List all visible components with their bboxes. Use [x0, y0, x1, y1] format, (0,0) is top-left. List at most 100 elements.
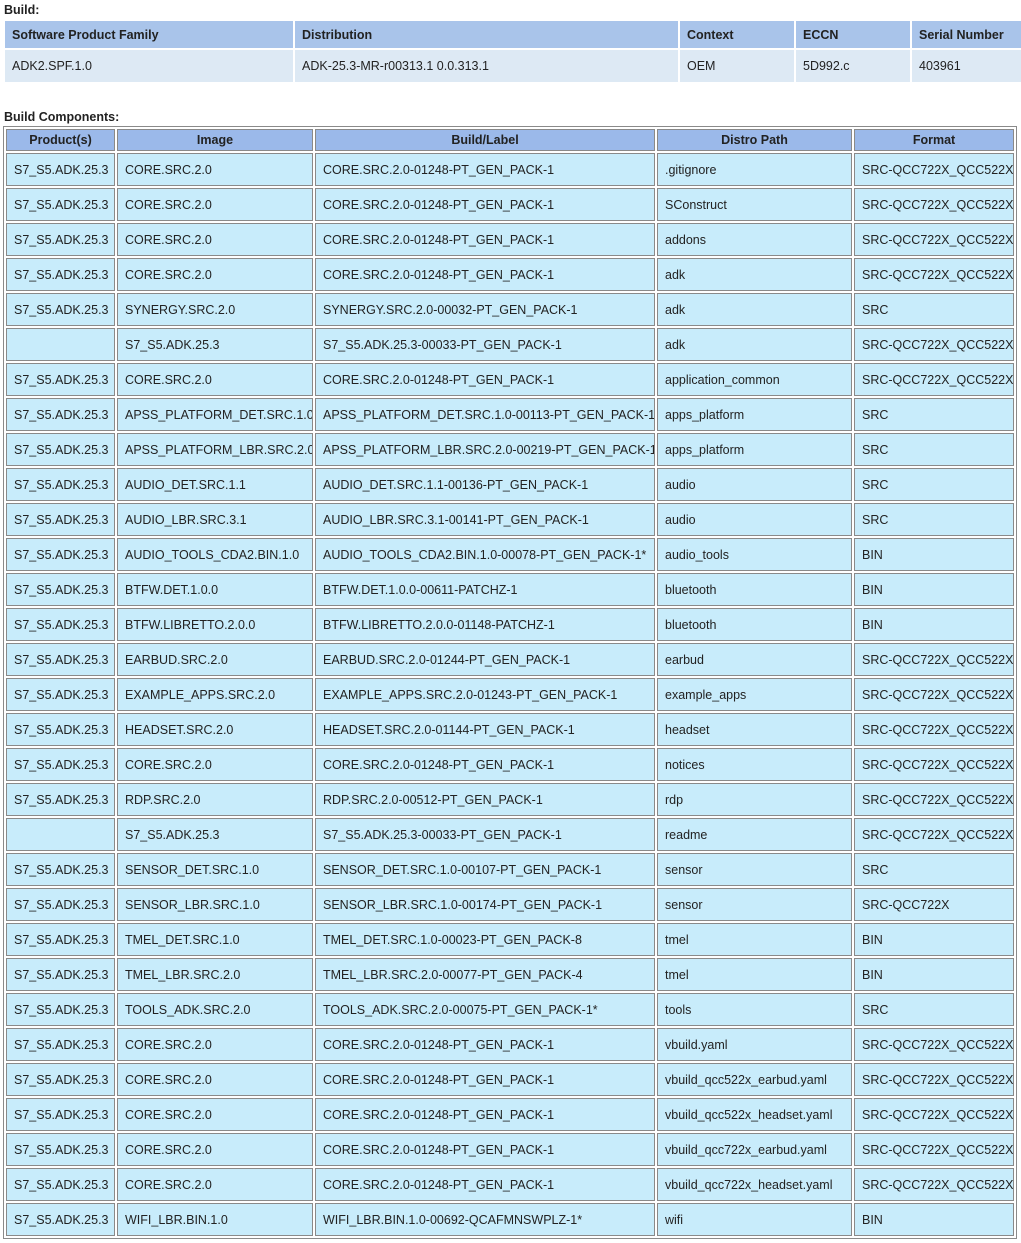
cell — [6, 328, 115, 361]
cell: vbuild_qcc722x_earbud.yaml — [657, 1133, 852, 1166]
cell: SRC-QCC722X_QCC522X — [854, 643, 1014, 676]
cell: CORE.SRC.2.0 — [117, 1133, 313, 1166]
cell: S7_S5.ADK.25.3 — [6, 1028, 115, 1061]
cell: addons — [657, 223, 852, 256]
cell: S7_S5.ADK.25.3 — [6, 573, 115, 606]
cell: S7_S5.ADK.25.3 — [6, 538, 115, 571]
cell: SENSOR_LBR.SRC.1.0 — [117, 888, 313, 921]
cell: tmel — [657, 923, 852, 956]
cell: CORE.SRC.2.0-01248-PT_GEN_PACK-1 — [315, 258, 655, 291]
cell: CORE.SRC.2.0-01248-PT_GEN_PACK-1 — [315, 1133, 655, 1166]
data-row: S7_S5.ADK.25.3 CORE.SRC.2.0 CORE.SRC.2.0-0… — [6, 1168, 1014, 1201]
cell: SConstruct — [657, 188, 852, 221]
cell: S7_S5.ADK.25.3 — [6, 188, 115, 221]
cell: SRC — [854, 993, 1014, 1026]
cell: 5D992.c — [796, 50, 910, 82]
cell: SRC-QCC722X_QCC522X — [854, 363, 1014, 396]
data-row: S7_S5.ADK.25.3 APSS_PLATFORM_DET.SRC.1.0 A… — [6, 398, 1014, 431]
data-row: S7_S5.ADK.25.3 EXAMPLE_APPS.SRC.2.0 EXAMPL… — [6, 678, 1014, 711]
cell: AUDIO_DET.SRC.1.1-00136-PT_GEN_PACK-1 — [315, 468, 655, 501]
cell: TMEL_LBR.SRC.2.0 — [117, 958, 313, 991]
cell: ADK2.SPF.1.0 — [5, 50, 293, 82]
data-row: S7_S5.ADK.25.3 SENSOR_DET.SRC.1.0 SENSOR_D… — [6, 853, 1014, 886]
data-row: S7_S5.ADK.25.3 CORE.SRC.2.0 CORE.SRC.2.0-0… — [6, 748, 1014, 781]
cell: TMEL_DET.SRC.1.0 — [117, 923, 313, 956]
cell: headset — [657, 713, 852, 746]
data-row: S7_S5.ADK.25.3 CORE.SRC.2.0 CORE.SRC.2.0-0… — [6, 188, 1014, 221]
cell: SRC — [854, 468, 1014, 501]
data-row: S7_S5.ADK.25.3 CORE.SRC.2.0 CORE.SRC.2.0-0… — [6, 1133, 1014, 1166]
cell: S7_S5.ADK.25.3 — [117, 818, 313, 851]
cell: BIN — [854, 573, 1014, 606]
cell: RDP.SRC.2.0 — [117, 783, 313, 816]
cell: bluetooth — [657, 573, 852, 606]
cell: ADK-25.3-MR-r00313.1 0.0.313.1 — [295, 50, 678, 82]
cell: SRC-QCC722X_QCC522X — [854, 1098, 1014, 1131]
section-label: Build Components: — [4, 110, 120, 124]
header-cell: Product(s) — [6, 129, 115, 151]
cell: earbud — [657, 643, 852, 676]
cell: SENSOR_DET.SRC.1.0 — [117, 853, 313, 886]
cell: SRC — [854, 398, 1014, 431]
cell: SRC — [854, 503, 1014, 536]
header-row: Product(s) Image Build/Label Distro Path For… — [6, 129, 1014, 151]
cell: audio_tools — [657, 538, 852, 571]
header-row: Software Product Family Distribution Conte… — [5, 21, 1021, 50]
cell: APSS_PLATFORM_DET.SRC.1.0 — [117, 398, 313, 431]
cell: BTFW.DET.1.0.0 — [117, 573, 313, 606]
cell: EXAMPLE_APPS.SRC.2.0 — [117, 678, 313, 711]
cell: S7_S5.ADK.25.3 — [6, 1203, 115, 1236]
cell: 403961 — [912, 50, 1021, 82]
cell: BIN — [854, 538, 1014, 571]
cell: TOOLS_ADK.SRC.2.0 — [117, 993, 313, 1026]
components-table: Product(s) Image Build/Label Distro Path For… — [3, 126, 1017, 1239]
cell: SRC-QCC722X_QCC522X — [854, 223, 1014, 256]
cell: S7_S5.ADK.25.3 — [6, 993, 115, 1026]
data-row: S7_S5.ADK.25.3 AUDIO_LBR.SRC.3.1 AUDIO_LBR… — [6, 503, 1014, 536]
cell: AUDIO_TOOLS_CDA2.BIN.1.0 — [117, 538, 313, 571]
header-cell: Serial Number — [912, 21, 1021, 50]
cell: SRC-QCC722X_QCC522X — [854, 783, 1014, 816]
build-table: Software Product Family Distribution Conte… — [3, 21, 1021, 82]
data-row: S7_S5.ADK.25.3 S7_S5.ADK.25.3-00033-PT_GE… — [6, 818, 1014, 851]
cell: SRC-QCC722X_QCC522X — [854, 1063, 1014, 1096]
cell: APSS_PLATFORM_LBR.SRC.2.0-00219-PT_GEN_P… — [315, 433, 655, 466]
cell: SRC-QCC722X_QCC522X — [854, 188, 1014, 221]
cell: CORE.SRC.2.0-01248-PT_GEN_PACK-1 — [315, 1028, 655, 1061]
cell: SRC-QCC722X_QCC522X — [854, 153, 1014, 186]
cell: CORE.SRC.2.0-01248-PT_GEN_PACK-1 — [315, 188, 655, 221]
cell: TMEL_DET.SRC.1.0-00023-PT_GEN_PACK-8 — [315, 923, 655, 956]
data-row: S7_S5.ADK.25.3 TOOLS_ADK.SRC.2.0 TOOLS_ADK… — [6, 993, 1014, 1026]
cell: TMEL_LBR.SRC.2.0-00077-PT_GEN_PACK-4 — [315, 958, 655, 991]
cell: CORE.SRC.2.0 — [117, 188, 313, 221]
cell: AUDIO_DET.SRC.1.1 — [117, 468, 313, 501]
cell: audio — [657, 503, 852, 536]
data-row: S7_S5.ADK.25.3 S7_S5.ADK.25.3-00033-PT_GE… — [6, 328, 1014, 361]
cell: S7_S5.ADK.25.3 — [6, 643, 115, 676]
data-row: S7_S5.ADK.25.3 TMEL_LBR.SRC.2.0 TMEL_LBR.S… — [6, 958, 1014, 991]
cell: SRC — [854, 293, 1014, 326]
cell: vbuild_qcc522x_headset.yaml — [657, 1098, 852, 1131]
cell: OEM — [680, 50, 794, 82]
cell: adk — [657, 293, 852, 326]
cell: CORE.SRC.2.0-01248-PT_GEN_PACK-1 — [315, 363, 655, 396]
cell: SRC-QCC722X — [854, 888, 1014, 921]
data-row: S7_S5.ADK.25.3 HEADSET.SRC.2.0 HEADSET.SRC… — [6, 713, 1014, 746]
cell: SRC-QCC722X_QCC522X — [854, 748, 1014, 781]
data-row: S7_S5.ADK.25.3 SYNERGY.SRC.2.0 SYNERGY.SRC… — [6, 293, 1014, 326]
data-row: S7_S5.ADK.25.3 RDP.SRC.2.0 RDP.SRC.2.0-005… — [6, 783, 1014, 816]
data-row: S7_S5.ADK.25.3 AUDIO_TOOLS_CDA2.BIN.1.0 AU… — [6, 538, 1014, 571]
cell: S7_S5.ADK.25.3-00033-PT_GEN_PACK-1 — [315, 818, 655, 851]
cell: notices — [657, 748, 852, 781]
cell: APSS_PLATFORM_LBR.SRC.2.0 — [117, 433, 313, 466]
cell: CORE.SRC.2.0-01248-PT_GEN_PACK-1 — [315, 748, 655, 781]
cell: S7_S5.ADK.25.3-00033-PT_GEN_PACK-1 — [315, 328, 655, 361]
cell: tools — [657, 993, 852, 1026]
cell: CORE.SRC.2.0 — [117, 1098, 313, 1131]
cell: CORE.SRC.2.0 — [117, 363, 313, 396]
cell: EARBUD.SRC.2.0 — [117, 643, 313, 676]
header-cell: Format — [854, 129, 1014, 151]
cell: CORE.SRC.2.0-01248-PT_GEN_PACK-1 — [315, 1098, 655, 1131]
cell: S7_S5.ADK.25.3 — [6, 608, 115, 641]
